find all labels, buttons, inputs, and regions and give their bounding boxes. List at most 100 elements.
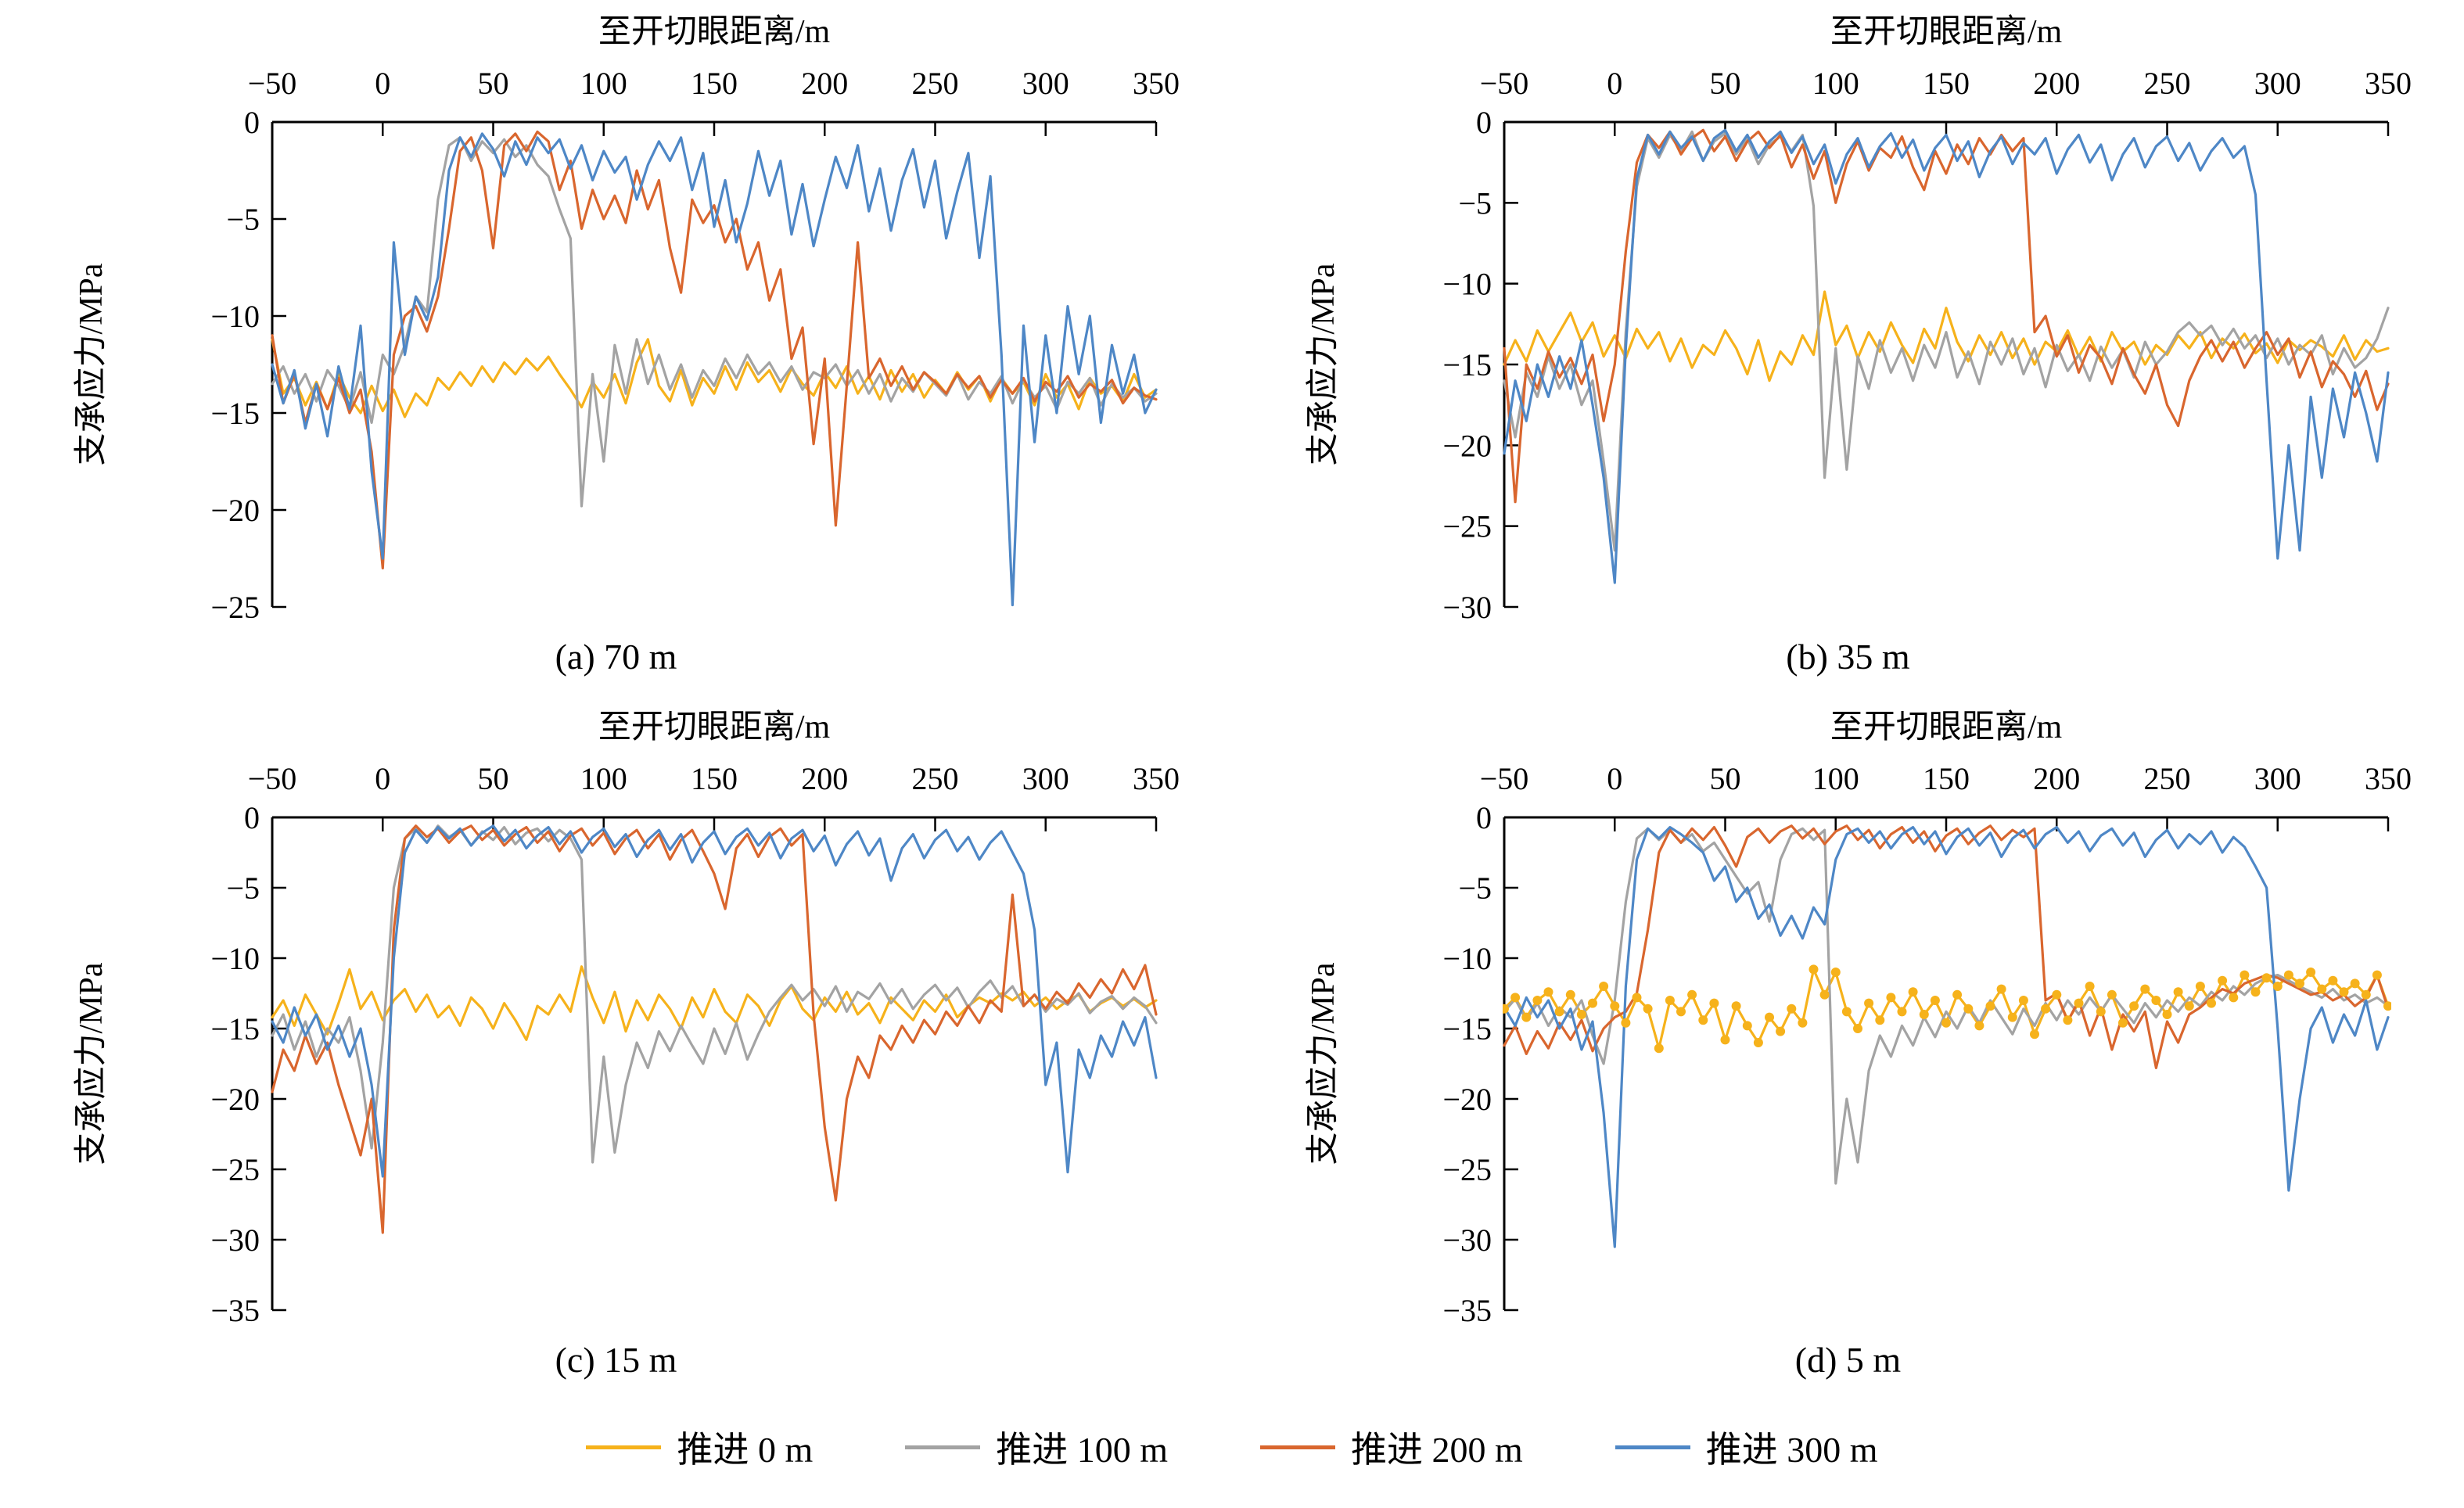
series-marker-0 <box>1510 993 1520 1003</box>
legend-line-swatch-0m <box>586 1445 662 1449</box>
x-tick-label: 200 <box>801 761 848 796</box>
series-line-2 <box>270 824 1158 1234</box>
y-tick-label: −5 <box>1458 871 1492 906</box>
caption-a: (a) 70 m <box>555 637 677 677</box>
chart-c-canvas: −50 0 50 100 150 200 250 300 350 0 −5 −10 −15 −20 −25 −… <box>14 700 1219 1330</box>
x-axis-title: 至开切眼距离/m <box>598 13 830 50</box>
series-line-0 <box>1502 290 2390 382</box>
x-tick-label: 0 <box>1607 66 1622 101</box>
series-marker-0 <box>1908 987 1918 997</box>
y-tick-label: −5 <box>226 871 260 906</box>
series-marker-0 <box>1587 998 1597 1008</box>
series-marker-0 <box>2239 970 2249 980</box>
series-marker-0 <box>2150 996 2160 1005</box>
y-tick-label: −15 <box>210 396 260 431</box>
x-tick-label: 0 <box>1607 761 1622 796</box>
series-marker-0 <box>2206 998 2216 1008</box>
series-marker-0 <box>2372 970 2382 980</box>
legend-item-advance-200m: 推进 200 m <box>1260 1421 1523 1473</box>
x-axis-title: 至开切眼距离/m <box>1830 13 2062 50</box>
x-tick-label: −50 <box>1479 66 1528 101</box>
x-tick-label: 300 <box>2254 761 2301 796</box>
series-marker-0 <box>2074 998 2083 1008</box>
series-marker-0 <box>1565 989 1575 1000</box>
series-line-1 <box>1502 130 2390 552</box>
series-line-1 <box>1502 827 2390 1185</box>
x-tick-label: 250 <box>911 66 958 101</box>
series-marker-0 <box>1676 1007 1686 1017</box>
x-tick-label: 150 <box>691 66 738 101</box>
y-tick-label: 0 <box>1476 800 1492 835</box>
series-line-3 <box>1502 128 2390 584</box>
subplot-c: −50 0 50 100 150 200 250 300 350 0 −5 −10 −15 −20 −25 −… <box>0 700 1232 1403</box>
series-marker-0 <box>2051 989 2061 1000</box>
x-tick-label: 200 <box>2033 761 2080 796</box>
y-tick-label: −35 <box>1442 1293 1492 1326</box>
x-tick-label: 350 <box>1133 66 1180 101</box>
series-marker-0 <box>1985 1001 1995 1011</box>
series-group <box>270 130 1158 607</box>
series-marker-0 <box>1786 1004 1796 1014</box>
series-marker-0 <box>2007 1012 2017 1022</box>
y-tick-label: 0 <box>244 105 260 140</box>
y-axis-title: 支承应力/MPa <box>73 263 110 465</box>
legend-line-swatch-300m <box>1615 1445 1690 1449</box>
chart-svg-c: −50 0 50 100 150 200 250 300 350 0 −5 −10 −15 −20 −25 −… <box>73 709 1180 1328</box>
series-marker-0 <box>1930 996 1940 1005</box>
x-tick-label: 100 <box>580 761 627 796</box>
series-marker-0 <box>1543 987 1553 997</box>
series-group <box>1502 824 2391 1248</box>
y-tick-label: −20 <box>210 493 260 528</box>
x-tick-label: 350 <box>2365 761 2412 796</box>
x-tick-label: 50 <box>1709 761 1740 796</box>
y-tick-label: −10 <box>210 299 260 334</box>
series-marker-0 <box>2040 1004 2050 1014</box>
series-marker-0 <box>1720 1035 1729 1045</box>
x-tick-label: −50 <box>247 761 296 796</box>
y-tick-label: −10 <box>1442 267 1492 302</box>
y-tick-label: 0 <box>244 800 260 835</box>
series-marker-0 <box>1609 1001 1619 1011</box>
series-marker-0 <box>2029 1029 2039 1039</box>
x-tick-label: 250 <box>2143 66 2190 101</box>
caption-d: (d) 5 m <box>1794 1340 1902 1380</box>
chart-svg-d: −50 0 50 100 150 200 250 300 350 0 −5 −10 −15 −20 −25 −… <box>1305 709 2412 1328</box>
x-tick-label: 0 <box>375 761 390 796</box>
x-tick-label: 300 <box>1022 66 1069 101</box>
legend-label-100m: 推进 100 m <box>996 1430 1168 1470</box>
series-marker-0 <box>2261 973 2272 983</box>
series-marker-0 <box>2062 1015 2072 1025</box>
series-line-0 <box>1502 968 2390 1050</box>
x-tick-label: 200 <box>801 66 848 101</box>
series-group <box>270 824 1158 1234</box>
series-marker-0 <box>1830 968 1841 977</box>
series-marker-0 <box>1996 984 2006 994</box>
series-marker-0 <box>2173 987 2183 997</box>
x-tick-label: 150 <box>691 761 738 796</box>
y-tick-label: −25 <box>1442 1152 1492 1187</box>
x-axis-title: 至开切眼距离/m <box>1830 709 2062 745</box>
series-marker-0 <box>2339 987 2348 997</box>
series-group <box>1502 128 2390 584</box>
y-tick-label: −10 <box>1442 941 1492 976</box>
series-line-3 <box>270 132 1158 607</box>
legend-label-300m: 推进 300 m <box>1705 1430 1878 1470</box>
series-marker-0 <box>2107 989 2117 1000</box>
series-marker-0 <box>1885 993 1895 1003</box>
series-marker-0 <box>2383 1001 2391 1011</box>
legend-label-200m: 推进 200 m <box>1351 1430 1523 1470</box>
y-tick-label: −10 <box>210 941 260 976</box>
series-marker-0 <box>1532 996 1542 1005</box>
y-tick-label: 0 <box>1476 105 1492 140</box>
series-marker-0 <box>1819 989 1830 1000</box>
x-tick-label: 150 <box>1923 761 1970 796</box>
series-marker-0 <box>1742 1021 1752 1031</box>
y-tick-label: −5 <box>1458 185 1492 221</box>
y-tick-label: −30 <box>1442 1223 1492 1258</box>
series-marker-0 <box>2250 987 2260 997</box>
x-tick-label: −50 <box>247 66 296 101</box>
series-marker-0 <box>2316 984 2326 994</box>
caption-c: (c) 15 m <box>555 1340 677 1380</box>
series-marker-0 <box>1643 1004 1653 1014</box>
